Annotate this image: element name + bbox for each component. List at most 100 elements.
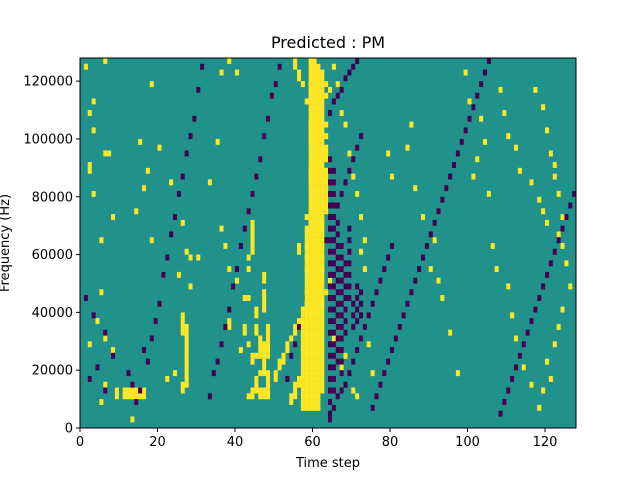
heatmap-cell-positive — [227, 323, 232, 330]
heatmap-cell-negative — [293, 341, 298, 348]
heatmap-cell-negative — [537, 295, 542, 301]
heatmap-cell-positive — [262, 387, 267, 394]
heatmap-cell-positive — [312, 375, 317, 382]
heatmap-cell-positive — [560, 243, 565, 249]
heatmap-cell-positive — [262, 341, 267, 348]
heatmap-cell-negative — [347, 237, 352, 244]
heatmap-cell-negative — [386, 358, 391, 365]
heatmap-cell-negative — [390, 347, 395, 353]
heatmap-cell-positive — [196, 254, 201, 261]
heatmap-cell-positive — [502, 110, 507, 116]
heatmap-cell-negative — [397, 323, 402, 330]
y-tick-label: 60000 — [32, 248, 73, 263]
heatmap-cell-positive — [157, 144, 162, 151]
heatmap-cell-positive — [266, 335, 271, 342]
heatmap-cell-negative — [211, 370, 216, 377]
heatmap-cell-positive — [483, 138, 488, 145]
heatmap-cell-positive — [316, 150, 321, 157]
heatmap-cell-positive — [126, 387, 131, 394]
heatmap-cell-positive — [304, 260, 309, 267]
heatmap-cell-positive — [359, 248, 364, 255]
heatmap-cell-positive — [320, 81, 325, 88]
heatmap-cell-positive — [510, 312, 515, 319]
heatmap-cell-positive — [324, 179, 329, 186]
heatmap-cell-positive — [312, 127, 317, 134]
y-tick-label: 100000 — [23, 132, 73, 147]
heatmap-cell-positive — [440, 295, 445, 301]
heatmap-cell-negative — [331, 341, 336, 348]
heatmap-cell-negative — [533, 306, 538, 313]
heatmap-cell-positive — [316, 173, 321, 180]
heatmap-cell-negative — [269, 92, 274, 99]
heatmap-cell-negative — [161, 271, 166, 278]
heatmap-cell-positive — [111, 214, 116, 221]
heatmap-cell-negative — [413, 277, 418, 284]
heatmap-cell-positive — [494, 266, 499, 273]
heatmap-cell-positive — [258, 352, 263, 359]
heatmap-cell-negative — [359, 289, 364, 296]
heatmap-cell-positive — [300, 335, 305, 342]
heatmap-cell-positive — [556, 190, 561, 197]
heatmap-cell-negative — [328, 214, 333, 221]
heatmap-cell-positive — [320, 289, 325, 296]
heatmap-cell-negative — [238, 243, 243, 249]
heatmap-cell-positive — [250, 387, 255, 394]
heatmap-cell-positive — [293, 387, 298, 394]
heatmap-cell-positive — [246, 295, 251, 301]
heatmap-cell-positive — [254, 329, 259, 336]
heatmap-cell-negative — [475, 92, 480, 99]
heatmap-cell-negative — [343, 271, 348, 278]
heatmap-cell-positive — [316, 219, 321, 226]
heatmap-cell-positive — [138, 138, 143, 145]
heatmap-cell-negative — [529, 318, 534, 325]
heatmap-cell-positive — [308, 156, 313, 163]
heatmap-cell-positive — [304, 271, 309, 278]
heatmap-cell-positive — [293, 323, 298, 330]
heatmap-cell-negative — [328, 190, 333, 197]
heatmap-cell-negative — [331, 329, 336, 336]
heatmap-cell-positive — [134, 387, 139, 394]
heatmap-cell-positive — [266, 323, 271, 330]
heatmap-cell-negative — [545, 271, 550, 278]
heatmap-cell-positive — [254, 323, 259, 330]
heatmap-cell-positive — [312, 92, 317, 99]
heatmap-cell-positive — [223, 243, 228, 249]
heatmap-cell-positive — [320, 364, 325, 371]
heatmap-cell-positive — [184, 364, 189, 371]
heatmap-cell-positive — [312, 364, 317, 371]
heatmap-cell-positive — [316, 231, 321, 238]
heatmap-cell-positive — [277, 364, 282, 371]
heatmap-cell-negative — [572, 190, 577, 197]
heatmap-cell-negative — [145, 358, 150, 365]
heatmap-cell-positive — [308, 167, 313, 174]
heatmap-cell-positive — [304, 335, 309, 342]
heatmap-cell-positive — [312, 110, 317, 116]
heatmap-cell-positive — [304, 254, 309, 261]
heatmap-cell-positive — [320, 133, 325, 140]
heatmap-cell-negative — [180, 173, 185, 180]
heatmap-cell-positive — [320, 75, 325, 82]
heatmap-cell-positive — [320, 231, 325, 238]
heatmap-cell-positive — [455, 370, 460, 377]
heatmap-cell-negative — [331, 167, 336, 174]
heatmap-cell-positive — [320, 144, 325, 151]
heatmap-cell-positive — [304, 375, 309, 382]
heatmap-cell-positive — [316, 358, 321, 365]
heatmap-cell-positive — [552, 173, 557, 180]
heatmap-cell-positive — [308, 329, 313, 336]
heatmap-cell-positive — [320, 370, 325, 377]
heatmap-cell-negative — [335, 300, 340, 307]
heatmap-cell-negative — [207, 393, 212, 400]
heatmap-cell-negative — [339, 335, 344, 342]
heatmap-cell-positive — [316, 295, 321, 301]
heatmap-cell-positive — [130, 416, 135, 423]
heatmap-cell-negative — [463, 127, 468, 134]
heatmap-cell-negative — [169, 231, 174, 238]
heatmap-cell-positive — [227, 318, 232, 325]
heatmap-cell-positive — [99, 289, 104, 296]
heatmap-cell-negative — [390, 243, 395, 249]
heatmap-cell-positive — [91, 127, 96, 134]
heatmap-cell-positive — [308, 393, 313, 400]
heatmap-cell-positive — [262, 364, 267, 371]
